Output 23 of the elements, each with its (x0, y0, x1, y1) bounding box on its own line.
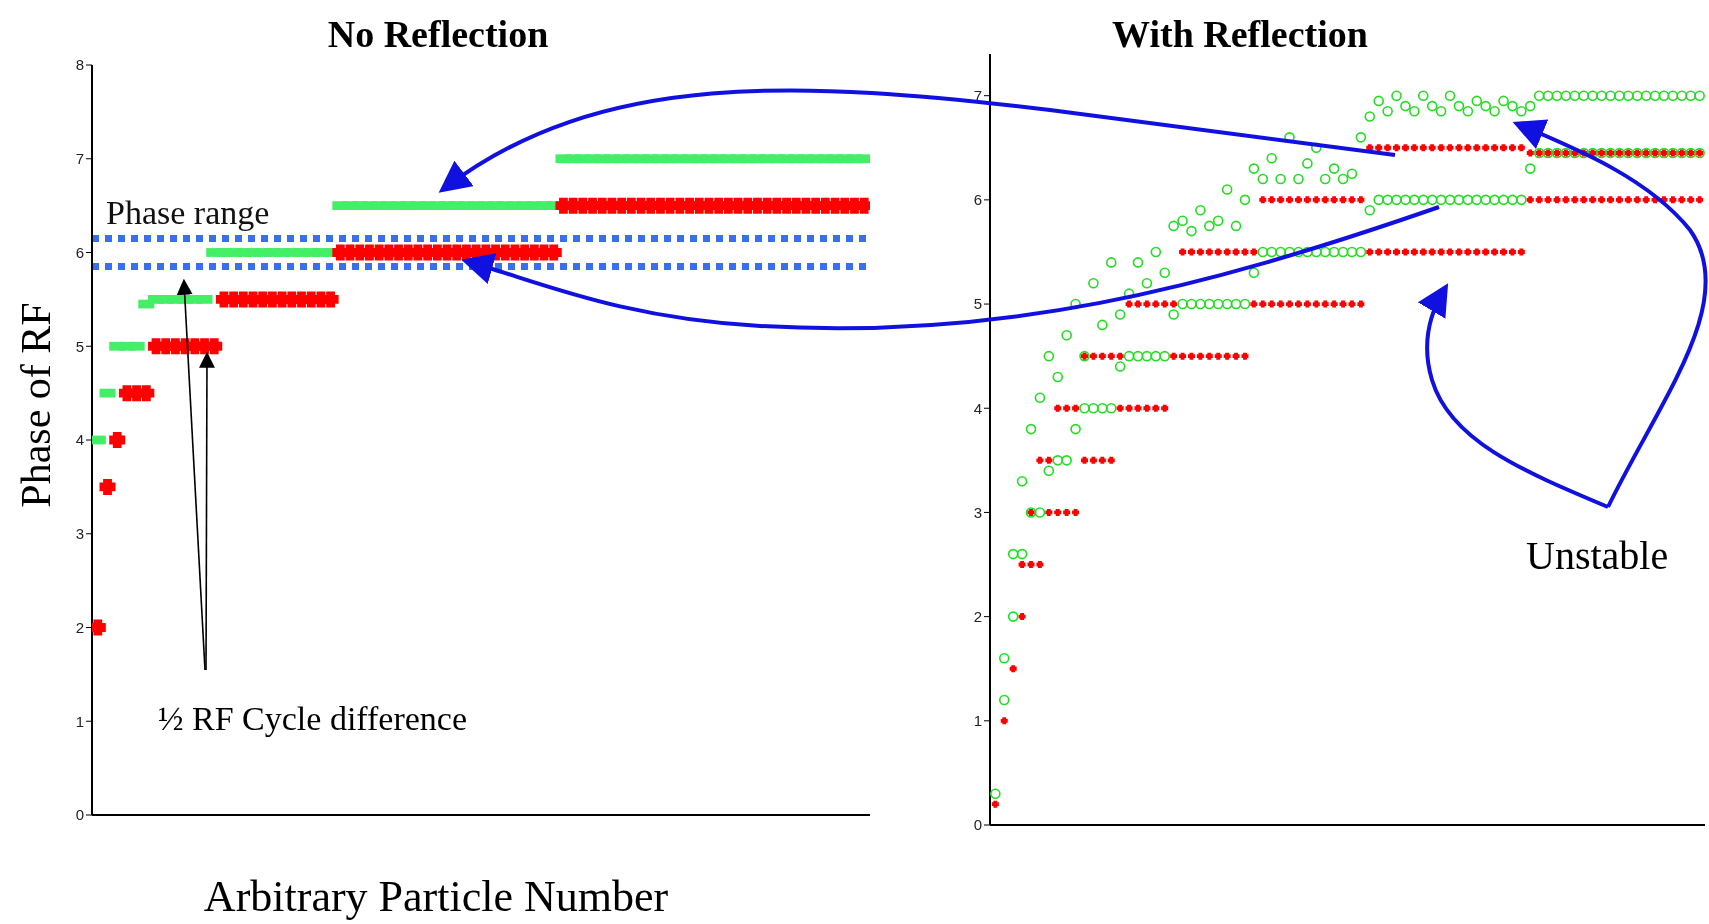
y-tick-label: 4 (973, 399, 982, 417)
y-tick-label: 3 (973, 503, 982, 521)
y-tick-label: 1 (75, 712, 84, 730)
ref-line-label: Phase range (106, 194, 270, 232)
annotation: ½ RF Cycle difference (158, 700, 468, 738)
y-axis-title: Phase of RF (12, 302, 60, 508)
y-tick-label: 0 (973, 816, 982, 834)
y-tick-label: 2 (973, 607, 982, 625)
y-tick-label: 8 (75, 56, 84, 74)
annotation: Unstable (1526, 532, 1669, 579)
y-tick-label: 4 (75, 431, 84, 449)
chart-title: With Reflection (1112, 12, 1368, 56)
y-tick-label: 6 (973, 191, 982, 209)
y-tick-label: 7 (75, 150, 84, 168)
y-tick-label: 1 (973, 712, 982, 730)
y-tick-label: 3 (75, 525, 84, 543)
y-tick-label: 0 (75, 806, 84, 824)
x-axis-title: Arbitrary Particle Number (203, 870, 669, 922)
y-tick-label: 5 (973, 295, 982, 313)
y-tick-label: 5 (75, 337, 84, 355)
y-tick-label: 2 (75, 618, 84, 636)
y-tick-label: 6 (75, 243, 84, 261)
chart-title: No Reflection (327, 12, 549, 56)
